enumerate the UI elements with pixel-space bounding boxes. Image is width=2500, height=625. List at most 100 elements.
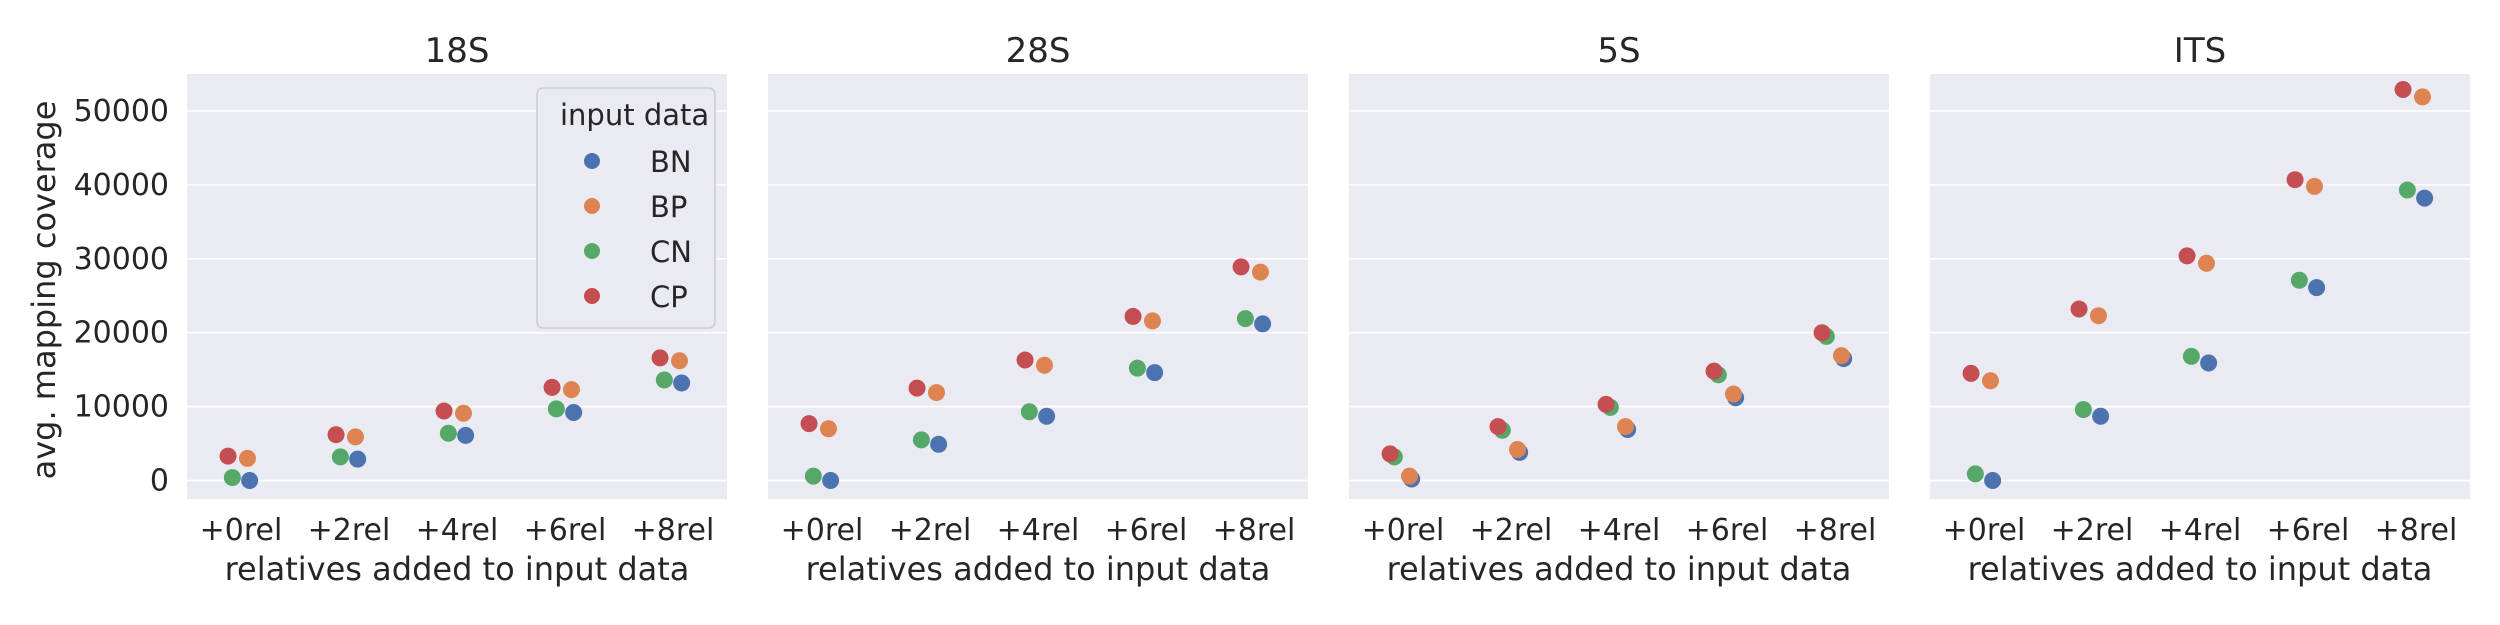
legend: input data BN BP CN CP [536, 87, 716, 329]
legend-label-CP: CP [650, 280, 688, 314]
point-BN-0 [822, 472, 840, 490]
x-tick-label: +8rel [632, 513, 715, 548]
legend-title: input data [560, 98, 709, 132]
legend-label-CN: CN [650, 235, 692, 269]
point-CP-1 [908, 379, 926, 397]
point-CN-4 [655, 371, 673, 389]
x-tick-label: +0rel [1362, 513, 1445, 548]
point-BP-1 [2089, 307, 2107, 325]
point-BP-2 [1616, 418, 1634, 436]
point-CP-0 [219, 447, 237, 465]
panel-title: 28S [1006, 31, 1071, 71]
x-tick-label: +4rel [1578, 513, 1661, 548]
x-tick-label: +2rel [889, 513, 972, 548]
point-BP-2 [2197, 254, 2215, 272]
point-CN-2 [439, 424, 457, 442]
point-CP-0 [1962, 364, 1980, 382]
point-CP-2 [1597, 395, 1615, 413]
legend-label-BN: BN [650, 145, 692, 179]
point-BP-3 [562, 381, 580, 399]
point-CP-4 [1813, 324, 1831, 342]
x-axis-label: relatives added to input data [1387, 550, 1852, 588]
point-BN-2 [1038, 407, 1056, 425]
point-BP-0 [1400, 467, 1418, 485]
x-tick-label: +2rel [308, 513, 391, 548]
point-BN-3 [565, 404, 583, 422]
point-CN-4 [2398, 181, 2416, 199]
point-BN-1 [349, 450, 367, 468]
point-BN-4 [673, 374, 691, 392]
x-axis-label: relatives added to input data [806, 550, 1271, 588]
point-CP-3 [1705, 362, 1723, 380]
point-BP-1 [1508, 440, 1526, 458]
point-CP-0 [800, 415, 818, 433]
legend-label-BP: BP [650, 190, 687, 224]
y-axis-label: avg. mapping coverage [25, 101, 63, 480]
legend-marker-CN [584, 243, 600, 259]
x-tick-label: +6rel [524, 513, 607, 548]
x-tick-label: +8rel [1794, 513, 1877, 548]
y-tick-label: 30000 [74, 242, 169, 277]
x-tick-label: +8rel [2375, 513, 2458, 548]
point-BN-3 [2308, 279, 2326, 297]
point-BN-2 [2200, 354, 2218, 372]
point-CN-0 [804, 467, 822, 485]
panel-title: 5S [1597, 31, 1640, 71]
point-BP-4 [1251, 263, 1269, 281]
point-CN-0 [1966, 465, 1984, 483]
point-CP-2 [435, 402, 453, 420]
x-tick-label: +6rel [2267, 513, 2350, 548]
y-tick-label: 0 [150, 464, 169, 499]
panel-background [1349, 74, 1889, 499]
point-BN-2 [457, 426, 475, 444]
point-CN-4 [1236, 310, 1254, 328]
point-CN-1 [2074, 401, 2092, 419]
x-tick-label: +2rel [1470, 513, 1553, 548]
point-BN-3 [1146, 364, 1164, 382]
legend-marker-BP [584, 198, 600, 214]
x-tick-label: +0rel [781, 513, 864, 548]
x-tick-label: +4rel [416, 513, 499, 548]
point-CN-2 [2182, 347, 2200, 365]
legend-entries: BN BP CN CP [584, 145, 692, 314]
point-BP-2 [1035, 356, 1053, 374]
y-tick-label: 10000 [74, 390, 169, 425]
x-tick-label: +4rel [2159, 513, 2242, 548]
legend-box [536, 87, 716, 329]
point-BN-0 [241, 472, 259, 490]
x-tick-label: +6rel [1105, 513, 1188, 548]
point-CP-3 [1124, 307, 1142, 325]
point-CN-3 [547, 400, 565, 418]
point-CP-2 [2178, 247, 2196, 265]
point-BN-4 [1254, 315, 1272, 333]
point-CP-3 [2286, 171, 2304, 189]
legend-marker-BN [584, 153, 600, 169]
point-BP-1 [927, 384, 945, 402]
point-CN-0 [223, 469, 241, 487]
point-CP-3 [543, 378, 561, 396]
point-CN-3 [1128, 359, 1146, 377]
x-tick-label: +6rel [1686, 513, 1769, 548]
panels: 0 10000 20000 30000 40000 50000 18S +0rel +2rel +… [74, 31, 2470, 588]
point-CP-1 [327, 426, 345, 444]
point-CP-2 [1016, 351, 1034, 369]
point-CP-1 [1489, 418, 1507, 436]
point-CP-4 [651, 349, 669, 367]
point-BP-2 [454, 404, 472, 422]
panel-background [1930, 74, 2470, 499]
point-CN-1 [912, 431, 930, 449]
x-axis-label: relatives added to input data [225, 550, 690, 588]
x-tick-label: +2rel [2051, 513, 2134, 548]
x-tick-label: +4rel [997, 513, 1080, 548]
point-BP-4 [2413, 88, 2431, 106]
x-axis-label: relatives added to input data [1968, 550, 2433, 588]
panel-background [768, 74, 1308, 499]
x-tick-label: +0rel [1943, 513, 2026, 548]
point-BP-3 [2305, 177, 2323, 195]
point-BP-0 [238, 449, 256, 467]
point-CN-3 [2290, 271, 2308, 289]
point-BP-0 [819, 420, 837, 438]
